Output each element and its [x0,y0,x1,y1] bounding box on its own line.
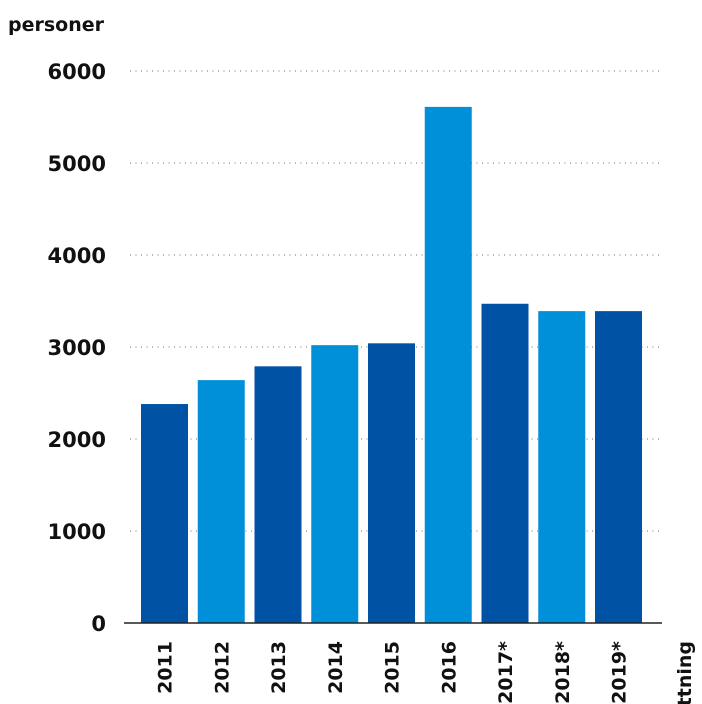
bar-2018 [538,311,586,623]
bars [141,106,642,623]
y-tick-label: 4000 [48,244,106,268]
bar-2017 [481,303,529,623]
bar-2012 [197,380,245,623]
bar-2014 [311,345,359,623]
bar-2016 [424,106,472,623]
x-tick-label: 2017* [495,641,517,704]
y-tick-labels: 0 1000 2000 3000 4000 5000 6000 [48,60,106,636]
bar-2019 [595,311,642,623]
y-tick-label: 1000 [48,520,106,544]
y-tick-label: 3000 [48,336,106,360]
x-axis-label: ttning [674,641,696,704]
x-tick-label: 2016 [438,641,460,694]
bar-2015 [368,343,415,623]
y-tick-label: 6000 [48,60,106,84]
bar-2013 [254,366,302,623]
y-axis-label: personer [8,14,105,36]
y-tick-label: 5000 [48,152,106,176]
x-tick-label: 2014 [325,641,347,694]
x-tick-label: 2018* [552,641,574,704]
x-tick-label: 2019* [609,641,631,704]
y-tick-label: 2000 [48,428,106,452]
x-tick-label: 2015 [382,641,404,694]
x-tick-label: 2011 [155,641,177,694]
y-tick-label: 0 [91,612,106,636]
x-tick-labels: 2011 2012 2013 2014 2015 2016 2017* 2018* 2019* [155,641,631,704]
bar-2011 [141,404,188,623]
x-tick-label: 2012 [211,641,233,694]
x-tick-label: 2013 [268,641,290,694]
